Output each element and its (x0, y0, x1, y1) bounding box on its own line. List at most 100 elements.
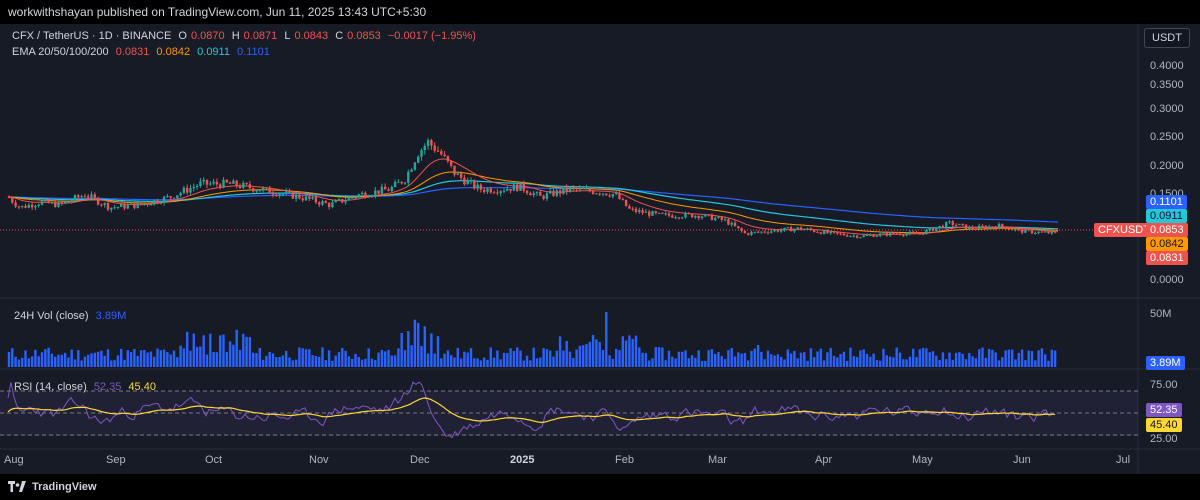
volume-bar (440, 358, 443, 367)
chart-canvas[interactable] (0, 24, 1200, 474)
candle-body (836, 232, 839, 234)
volume-bar (615, 348, 618, 367)
volume-bar (806, 360, 809, 367)
candle-body (582, 188, 585, 190)
volume-bar (532, 347, 535, 367)
candle-body (390, 186, 393, 191)
vol-label[interactable]: 24H Vol (close) (14, 310, 89, 322)
volume-bar (588, 341, 591, 367)
candle-body (314, 197, 318, 203)
volume-bar (535, 358, 539, 367)
volume-bar (720, 356, 723, 367)
candle-body (308, 196, 311, 199)
candle-body (492, 192, 496, 194)
volume-bar (146, 352, 149, 367)
candle-body (664, 213, 667, 215)
o-value: 0.0870 (190, 30, 225, 42)
volume-bar (502, 352, 506, 367)
volume-bar (496, 350, 499, 367)
ema-label[interactable]: EMA 20/50/100/200 (12, 46, 109, 58)
candle-body (496, 192, 499, 194)
volume-bar (908, 356, 912, 367)
candle-body (327, 203, 331, 207)
candle-body (591, 191, 595, 194)
volume-bar (255, 353, 258, 367)
candle-body (149, 204, 153, 206)
volume-bar (420, 346, 423, 367)
rsi-label[interactable]: RSI (14, close) (14, 381, 87, 393)
candle-body (225, 179, 228, 183)
candle-body (34, 206, 37, 208)
candle-body (690, 213, 694, 218)
candle-body (747, 233, 750, 235)
volume-bar (380, 349, 384, 367)
candle-body (555, 190, 558, 196)
candle-body (489, 188, 492, 193)
candle-body (694, 215, 697, 218)
currency-button[interactable]: USDT (1144, 28, 1190, 48)
candle-body (278, 194, 281, 196)
candle-body (882, 232, 885, 234)
volume-bar (1027, 350, 1030, 367)
volume-bar (413, 319, 417, 367)
candle-body (469, 180, 473, 182)
volume-bar (156, 348, 159, 367)
candle-body (1020, 229, 1024, 233)
candle-body (941, 225, 945, 228)
volume-bar (638, 347, 641, 367)
candle-body (542, 195, 545, 199)
candle-body (166, 196, 169, 198)
volume-bar (727, 350, 730, 367)
volume-bar (928, 352, 931, 367)
volume-bar (195, 347, 199, 367)
volume-bar (859, 350, 862, 367)
volume-bar (789, 353, 793, 367)
volume-bar (549, 350, 552, 367)
candle-body (733, 222, 737, 227)
candle-body (268, 187, 271, 194)
volume-bar (961, 353, 964, 367)
volume-bar (954, 352, 958, 367)
volume-bar (951, 359, 954, 367)
volume-bar (892, 357, 895, 367)
volume-bar (331, 360, 334, 367)
footer-brand[interactable]: TradingView (32, 481, 97, 493)
candle-body (186, 187, 189, 193)
candle-body (700, 216, 704, 219)
volume-bar (747, 360, 750, 367)
symbol-tag: CFXUSDT (1094, 223, 1154, 237)
candle-body (377, 190, 380, 194)
candle-body (1007, 229, 1011, 230)
volume-bar (855, 357, 859, 367)
candle-body (578, 188, 582, 190)
volume-bar (364, 358, 367, 367)
candle-body (384, 186, 387, 190)
candle-body (443, 154, 446, 157)
candle-body (176, 195, 179, 199)
ohlc-c: C 0.0853 (335, 30, 381, 42)
ema20-line (7, 158, 1059, 236)
candle-body (433, 145, 436, 151)
volume-bar (133, 349, 136, 367)
candle-body (80, 196, 83, 198)
candle-body (1001, 223, 1004, 227)
candle-body (829, 231, 832, 234)
candle-body (129, 203, 133, 205)
candle-body (839, 233, 842, 235)
volume-bar (783, 359, 786, 367)
volume-bar (212, 352, 215, 367)
symbol-title[interactable]: CFX / TetherUS · 1D · BINANCE (12, 30, 172, 42)
volume-bar (83, 356, 87, 367)
volume-bar (469, 348, 473, 367)
volume-bar (971, 356, 974, 367)
volume-bar (948, 352, 951, 367)
l-label: L (284, 30, 291, 42)
volume-bar (466, 352, 469, 367)
candle-body (1027, 229, 1030, 231)
candle-body (83, 196, 87, 198)
candle-body (374, 190, 377, 196)
candle-body (456, 173, 459, 175)
volume-bar (882, 348, 885, 367)
